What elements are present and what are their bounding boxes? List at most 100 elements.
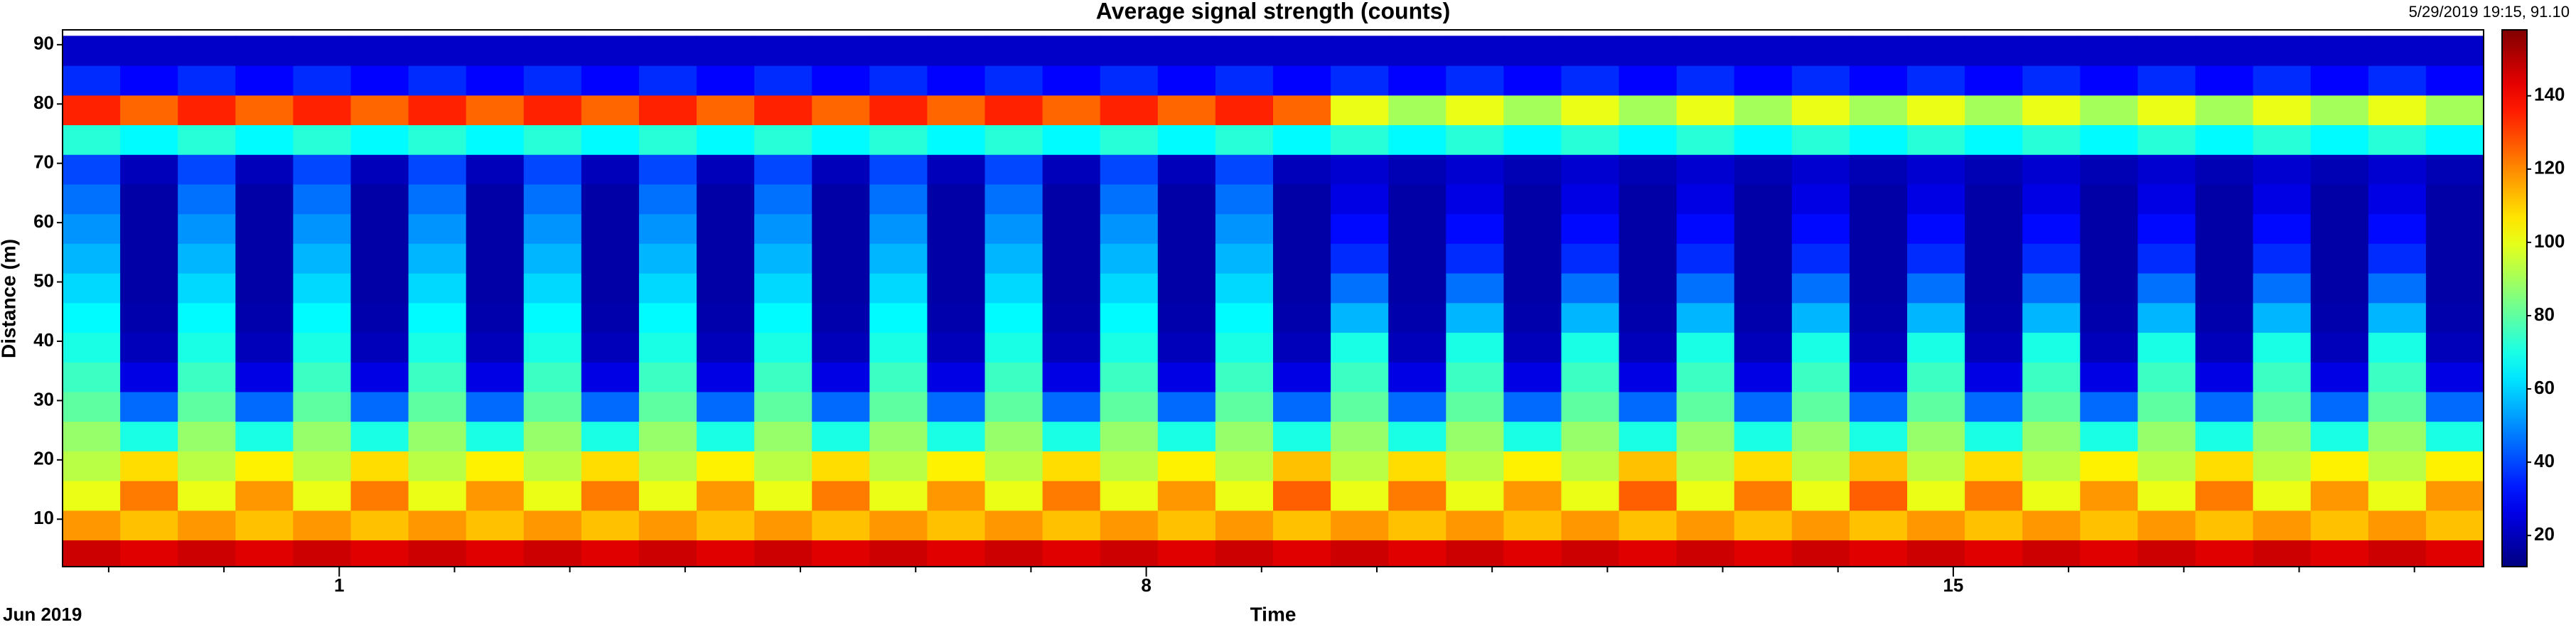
heatmap-cell [120,213,178,244]
heatmap-cell [235,510,294,541]
heatmap-cell [2195,391,2254,422]
heatmap-cell [581,481,640,511]
heatmap-cell [2080,183,2139,215]
heatmap-cell [2310,510,2369,541]
annotation: 5/29/2019 19:15, 91.10 [2409,3,2570,21]
heatmap-cell [2368,183,2427,215]
heatmap-cell [754,243,812,274]
heatmap-cell [2425,124,2484,155]
heatmap-cell [1561,36,1620,66]
heatmap-cell [1331,65,1389,96]
heatmap-cell [1676,302,1735,333]
heatmap-cell [1042,36,1101,66]
heatmap-cell [1907,213,1965,244]
heatmap-cell [1388,481,1447,511]
heatmap-cell [2137,481,2196,511]
heatmap-cell [293,391,352,422]
heatmap-cell [984,481,1043,511]
heatmap-cell [927,481,986,511]
heatmap-cell [120,273,178,304]
heatmap-cell [2253,95,2312,126]
heatmap-cell [1849,481,1908,511]
heatmap-cell [2425,332,2484,363]
heatmap-cell [293,183,352,215]
heatmap-cell [408,332,467,363]
heatmap-cell [1388,362,1447,392]
heatmap-cell [2425,362,2484,392]
heatmap-cell [1503,332,1562,363]
heatmap-cell [1734,481,1793,511]
heatmap-cell [350,243,409,274]
heatmap-cell [2022,510,2081,541]
heatmap-cell [1157,510,1216,541]
heatmap-cell [178,302,236,333]
heatmap-cell [581,273,640,304]
heatmap-cell [350,481,409,511]
heatmap-cell [1907,95,1965,126]
heatmap-cell [2253,243,2312,274]
heatmap-cell [120,124,178,155]
heatmap-cell [927,213,986,244]
heatmap-cell [2080,243,2139,274]
heatmap-cell [1157,124,1216,155]
heatmap-cell [63,391,121,422]
heatmap-cell [408,154,467,185]
heatmap-cell [1273,362,1331,392]
heatmap-cell [581,65,640,96]
heatmap-cell [1446,391,1504,422]
heatmap-cell [1100,391,1159,422]
heatmap-cell [754,36,812,66]
colorbar [2501,29,2528,567]
heatmap-cell [350,95,409,126]
heatmap-cell [1100,154,1159,185]
heatmap-cell [1734,36,1793,66]
heatmap-cell [2425,243,2484,274]
heatmap-cell [1791,243,1850,274]
heatmap-cell [1042,481,1101,511]
heatmap-cell [2368,154,2427,185]
heatmap-cell [2253,540,2312,567]
heatmap-cell [2195,302,2254,333]
heatmap-cell [1561,124,1620,155]
heatmap-cell [1965,421,2023,451]
heatmap-cell [2425,510,2484,541]
heatmap-cell [2368,65,2427,96]
heatmap-cell [523,243,582,274]
heatmap-cell [2195,36,2254,66]
heatmap-cell [697,421,755,451]
heatmap-cell [1734,65,1793,96]
heatmap-cell [1100,243,1159,274]
heatmap-cell [581,540,640,567]
heatmap-cell [2022,481,2081,511]
heatmap-cell [63,183,121,215]
heatmap-cell [178,362,236,392]
heatmap-cell [2137,540,2196,567]
heatmap-cell [523,183,582,215]
heatmap-cell [1965,95,2023,126]
heatmap-cell [927,243,986,274]
heatmap-cell [984,391,1043,422]
heatmap-cell [2253,421,2312,451]
heatmap-cell [1907,332,1965,363]
heatmap-cell [523,332,582,363]
heatmap-cell [581,510,640,541]
heatmap-cell [120,36,178,66]
heatmap-cell [638,95,697,126]
heatmap-cell [1157,332,1216,363]
heatmap-cell [1157,65,1216,96]
heatmap-cell [1157,362,1216,392]
heatmap-cell [1619,95,1678,126]
heatmap-cell [293,95,352,126]
heatmap-cell [63,243,121,274]
heatmap-cell [1388,36,1447,66]
heatmap-cell [2425,65,2484,96]
heatmap-cell [1446,451,1504,481]
heatmap-cell [1676,183,1735,215]
heatmap-cell [178,510,236,541]
heatmap-cell [1331,154,1389,185]
heatmap-cell [466,213,525,244]
y-tick-label: 80 [33,92,54,113]
heatmap-cell [178,154,236,185]
heatmap-cell [2368,213,2427,244]
heatmap-cell [1215,451,1274,481]
